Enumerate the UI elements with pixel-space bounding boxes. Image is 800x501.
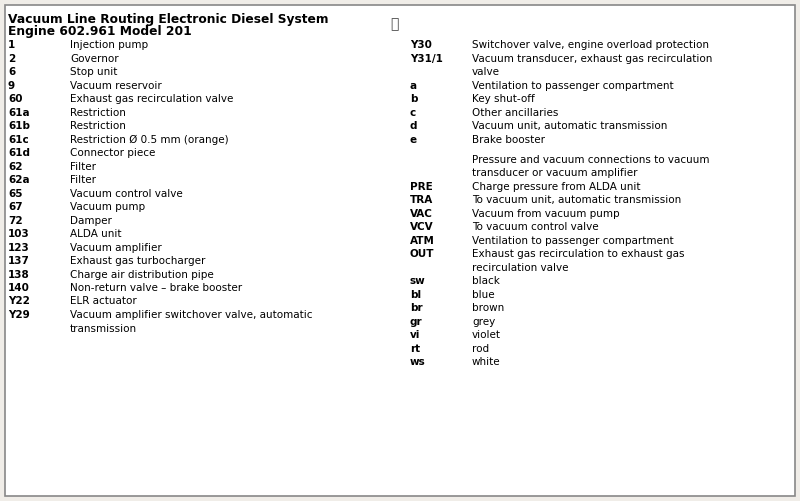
Text: VCV: VCV [410, 222, 434, 232]
Text: black: black [472, 276, 500, 286]
Text: 62: 62 [8, 161, 22, 171]
Text: white: white [472, 357, 501, 367]
Text: a: a [410, 81, 417, 91]
Text: ELR actuator: ELR actuator [70, 297, 137, 307]
Text: rod: rod [472, 344, 489, 354]
Text: Other ancillaries: Other ancillaries [472, 108, 558, 118]
Text: valve: valve [472, 67, 500, 77]
Text: Non-return valve – brake booster: Non-return valve – brake booster [70, 283, 242, 293]
Text: Y22: Y22 [8, 297, 30, 307]
Text: d: d [410, 121, 418, 131]
Text: 72: 72 [8, 215, 22, 225]
Text: Y31/1: Y31/1 [410, 54, 443, 64]
Text: 60: 60 [8, 94, 22, 104]
Text: 9: 9 [8, 81, 15, 91]
Text: PRE: PRE [410, 182, 433, 192]
Text: Y29: Y29 [8, 310, 30, 320]
Text: Connector piece: Connector piece [70, 148, 155, 158]
Text: brown: brown [472, 303, 504, 313]
Text: rt: rt [410, 344, 420, 354]
Text: Vacuum control valve: Vacuum control valve [70, 188, 182, 198]
Text: 103: 103 [8, 229, 30, 239]
Text: 62a: 62a [8, 175, 30, 185]
Text: Injection pump: Injection pump [70, 40, 148, 50]
Text: To vacuum control valve: To vacuum control valve [472, 222, 598, 232]
Text: 61c: 61c [8, 134, 29, 144]
Text: b: b [410, 94, 418, 104]
Text: e: e [410, 134, 417, 144]
Text: 137: 137 [8, 256, 30, 266]
Text: ws: ws [410, 357, 426, 367]
Text: Filter: Filter [70, 175, 96, 185]
Text: Vacuum from vacuum pump: Vacuum from vacuum pump [472, 209, 620, 219]
Text: To vacuum unit, automatic transmission: To vacuum unit, automatic transmission [472, 195, 682, 205]
Text: 6: 6 [8, 67, 15, 77]
Text: Charge pressure from ALDA unit: Charge pressure from ALDA unit [472, 182, 641, 192]
Text: 1: 1 [8, 40, 15, 50]
Text: Exhaust gas turbocharger: Exhaust gas turbocharger [70, 256, 206, 266]
Text: ⌕: ⌕ [390, 17, 398, 31]
Text: Vacuum pump: Vacuum pump [70, 202, 145, 212]
Text: 138: 138 [8, 270, 30, 280]
Text: grey: grey [472, 317, 495, 327]
Text: 140: 140 [8, 283, 30, 293]
Text: sw: sw [410, 276, 426, 286]
Text: 2: 2 [8, 54, 15, 64]
Text: recirculation valve: recirculation valve [472, 263, 569, 273]
Text: Exhaust gas recirculation valve: Exhaust gas recirculation valve [70, 94, 234, 104]
FancyBboxPatch shape [5, 5, 795, 496]
Text: Y30: Y30 [410, 40, 432, 50]
Text: Ventilation to passenger compartment: Ventilation to passenger compartment [472, 236, 674, 246]
Text: Stop unit: Stop unit [70, 67, 118, 77]
Text: Charge air distribution pipe: Charge air distribution pipe [70, 270, 214, 280]
Text: violet: violet [472, 330, 501, 340]
Text: Vacuum reservoir: Vacuum reservoir [70, 81, 162, 91]
Text: Vacuum unit, automatic transmission: Vacuum unit, automatic transmission [472, 121, 667, 131]
Text: br: br [410, 303, 422, 313]
Text: Restriction Ø 0.5 mm (orange): Restriction Ø 0.5 mm (orange) [70, 134, 229, 145]
Text: blue: blue [472, 290, 494, 300]
Text: Pressure and vacuum connections to vacuum: Pressure and vacuum connections to vacuu… [472, 155, 710, 165]
Text: c: c [410, 108, 416, 118]
Text: Switchover valve, engine overload protection: Switchover valve, engine overload protec… [472, 40, 709, 50]
Text: 65: 65 [8, 188, 22, 198]
Text: 123: 123 [8, 242, 30, 253]
Text: TRA: TRA [410, 195, 434, 205]
Text: gr: gr [410, 317, 422, 327]
Text: 67: 67 [8, 202, 22, 212]
Text: Restriction: Restriction [70, 121, 126, 131]
Text: Engine 602.961 Model 201: Engine 602.961 Model 201 [8, 25, 192, 38]
Text: 61a: 61a [8, 108, 30, 118]
Text: 61d: 61d [8, 148, 30, 158]
Text: Restriction: Restriction [70, 108, 126, 118]
Text: Exhaust gas recirculation to exhaust gas: Exhaust gas recirculation to exhaust gas [472, 249, 685, 259]
Text: ATM: ATM [410, 236, 435, 246]
Text: Filter: Filter [70, 161, 96, 171]
Text: Vacuum amplifier switchover valve, automatic: Vacuum amplifier switchover valve, autom… [70, 310, 313, 320]
Text: 61b: 61b [8, 121, 30, 131]
Text: Governor: Governor [70, 54, 118, 64]
Text: ALDA unit: ALDA unit [70, 229, 122, 239]
Text: Vacuum Line Routing Electronic Diesel System: Vacuum Line Routing Electronic Diesel Sy… [8, 13, 329, 26]
Text: Brake booster: Brake booster [472, 134, 545, 144]
Text: transmission: transmission [70, 324, 137, 334]
Text: Ventilation to passenger compartment: Ventilation to passenger compartment [472, 81, 674, 91]
Text: VAC: VAC [410, 209, 433, 219]
Text: transducer or vacuum amplifier: transducer or vacuum amplifier [472, 168, 638, 178]
Text: Vacuum amplifier: Vacuum amplifier [70, 242, 162, 253]
Text: Vacuum transducer, exhaust gas recirculation: Vacuum transducer, exhaust gas recircula… [472, 54, 712, 64]
Text: OUT: OUT [410, 249, 434, 259]
Text: Damper: Damper [70, 215, 112, 225]
Text: vi: vi [410, 330, 420, 340]
Text: bl: bl [410, 290, 421, 300]
Text: Key shut-off: Key shut-off [472, 94, 534, 104]
